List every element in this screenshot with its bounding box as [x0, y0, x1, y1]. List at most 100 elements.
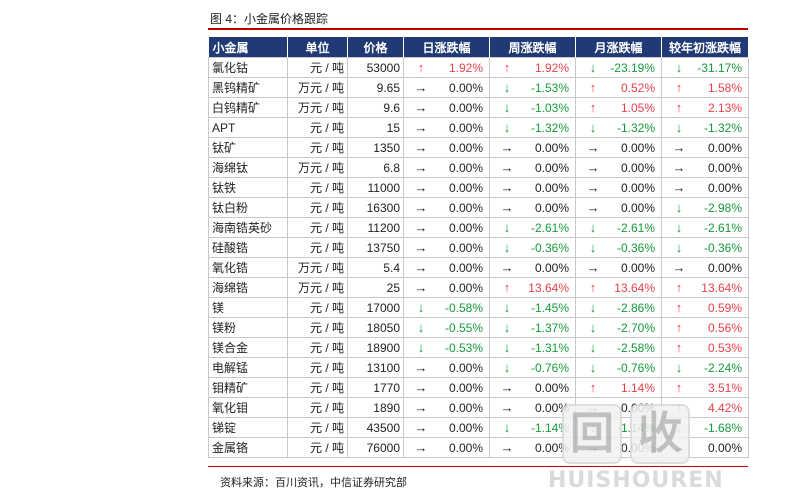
change-value: 0.00% [534, 380, 569, 395]
change-value: 4.42% [707, 400, 742, 415]
change-value: -0.55% [444, 320, 483, 335]
table-row: 氯化钴元 / 吨 53000 ↑ 1.92% ↑ 1.92% ↓ -23.19% ↓ -31.17… [208, 57, 749, 78]
col-header-unit: 单位 [287, 37, 348, 58]
arrow-down-icon: ↓ [675, 220, 683, 235]
cell-unit: 元 / 吨 [287, 377, 348, 398]
change-value: -1.45% [530, 300, 569, 315]
cell-unit: 元 / 吨 [287, 317, 348, 338]
cell-unit: 元 / 吨 [287, 437, 348, 458]
arrow-right-icon: → [586, 260, 600, 275]
arrow-up-icon: ↑ [589, 280, 597, 295]
arrow-right-icon: → [500, 400, 514, 415]
cell-day-change: → 0.00% [403, 177, 490, 198]
arrow-down-icon: ↓ [589, 240, 597, 255]
cell-unit: 万元 / 吨 [287, 157, 348, 178]
cell-price: 15 [347, 117, 404, 138]
arrow-right-icon: → [414, 240, 428, 255]
cell-ytd-change: ↓ -0.36% [661, 237, 749, 258]
change-value: 0.00% [534, 140, 569, 155]
arrow-right-icon: → [672, 180, 686, 195]
cell-week-change: ↑ 1.92% [489, 57, 576, 78]
table-row: 钛铁元 / 吨 11000 → 0.00% → 0.00% → 0.00% → 0.00% [208, 177, 749, 198]
change-value: 2.13% [707, 100, 742, 115]
cell-price: 9.6 [347, 97, 404, 118]
change-value: 0.00% [707, 260, 742, 275]
change-value: -1.03% [530, 100, 569, 115]
cell-ytd-change: → 0.00% [661, 137, 749, 158]
arrow-right-icon: → [586, 140, 600, 155]
change-value: 13.64% [701, 280, 742, 295]
cell-metal-name: APT [208, 117, 288, 138]
arrow-right-icon: → [414, 420, 428, 435]
cell-price: 76000 [347, 437, 404, 458]
col-header-price: 价格 [347, 37, 404, 58]
change-value: 0.00% [448, 120, 483, 135]
arrow-up-icon: ↑ [503, 60, 511, 75]
arrow-down-icon: ↓ [589, 320, 597, 335]
arrow-right-icon: → [586, 180, 600, 195]
change-value: -0.36% [530, 240, 569, 255]
arrow-right-icon: → [414, 260, 428, 275]
change-value: -1.68% [703, 420, 742, 435]
table-row: 硅酸锆元 / 吨 13750 → 0.00% ↓ -0.36% ↓ -0.36% ↓ -0.36% [208, 237, 749, 258]
cell-month-change: ↓ -2.86% [575, 297, 662, 318]
arrow-down-icon: ↓ [589, 340, 597, 355]
change-value: 0.00% [448, 420, 483, 435]
cell-day-change: → 0.00% [403, 197, 490, 218]
change-value: -1.32% [616, 120, 655, 135]
cell-metal-name: 金属铬 [208, 437, 288, 458]
cell-month-change: → 0.00% [575, 257, 662, 278]
change-value: 0.00% [534, 400, 569, 415]
change-value: 0.59% [707, 300, 742, 315]
cell-day-change: → 0.00% [403, 157, 490, 178]
arrow-down-icon: ↓ [417, 340, 425, 355]
arrow-up-icon: ↑ [675, 300, 683, 315]
cell-metal-name: 镁 [208, 297, 288, 318]
watermark-glyph-left: 回 [562, 404, 622, 464]
change-value: 0.00% [448, 200, 483, 215]
change-value: 3.51% [707, 380, 742, 395]
arrow-up-icon: ↑ [675, 80, 683, 95]
table-row: APT 元 / 吨 15 → 0.00% ↓ -1.32% ↓ -1.32% ↓ -1.32% [208, 117, 749, 138]
change-value: 0.00% [534, 260, 569, 275]
cell-week-change: ↓ -1.45% [489, 297, 576, 318]
cell-metal-name: 氧化锆 [208, 257, 288, 278]
cell-day-change: → 0.00% [403, 357, 490, 378]
arrow-right-icon: → [500, 260, 514, 275]
change-value: -2.61% [703, 220, 742, 235]
table-row: 电解锰元 / 吨 13100 → 0.00% ↓ -0.76% ↓ -0.76% ↓ -2.24% [208, 357, 749, 378]
arrow-down-icon: ↓ [503, 320, 511, 335]
cell-price: 18900 [347, 337, 404, 358]
cell-price: 13750 [347, 237, 404, 258]
cell-week-change: → 0.00% [489, 377, 576, 398]
cell-month-change: → 0.00% [575, 157, 662, 178]
change-value: -1.32% [530, 120, 569, 135]
table-row: 海南锆英砂元 / 吨 11200 → 0.00% ↓ -2.61% ↓ -2.61% ↓ -2.6… [208, 217, 749, 238]
change-value: -2.61% [616, 220, 655, 235]
change-value: -0.76% [616, 360, 655, 375]
arrow-up-icon: ↑ [675, 340, 683, 355]
arrow-right-icon: → [414, 440, 428, 455]
cell-price: 18050 [347, 317, 404, 338]
change-value: -0.53% [444, 340, 483, 355]
cell-month-change: ↑ 1.05% [575, 97, 662, 118]
cell-metal-name: 镁粉 [208, 317, 288, 338]
cell-week-change: → 0.00% [489, 157, 576, 178]
arrow-right-icon: → [414, 120, 428, 135]
arrow-down-icon: ↓ [417, 300, 425, 315]
cell-price: 1350 [347, 137, 404, 158]
cell-price: 11200 [347, 217, 404, 238]
cell-week-change: → 0.00% [489, 177, 576, 198]
change-value: -1.31% [530, 340, 569, 355]
cell-day-change: ↓ -0.55% [403, 317, 490, 338]
change-value: 1.05% [620, 100, 655, 115]
cell-day-change: → 0.00% [403, 397, 490, 418]
cell-unit: 元 / 吨 [287, 217, 348, 238]
table-row: 白钨精矿 万元 / 吨 9.6 → 0.00% ↓ -1.03% ↑ 1.05% ↑ 2.13% [208, 97, 749, 118]
change-value: -1.37% [530, 320, 569, 335]
arrow-right-icon: → [414, 220, 428, 235]
cell-month-change: ↑ 0.52% [575, 77, 662, 98]
change-value: 13.64% [528, 280, 569, 295]
cell-week-change: ↓ -1.32% [489, 117, 576, 138]
cell-metal-name: 钛铁 [208, 177, 288, 198]
